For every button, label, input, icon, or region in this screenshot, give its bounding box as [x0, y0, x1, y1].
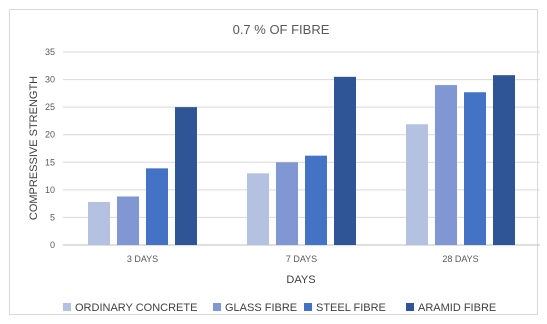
- bar-glass-fibre-3-days: [117, 196, 139, 245]
- y-tick-label: 25: [45, 102, 55, 112]
- y-tick-label: 35: [45, 47, 55, 57]
- legend: ORDINARY CONCRETE GLASS FIBRE STEEL FIBRE A…: [63, 302, 496, 314]
- y-axis-title: COMPRESSIVE STRENGTH: [28, 76, 40, 220]
- y-tick-label: 20: [45, 130, 55, 140]
- bar-glass-fibre-28-days: [435, 85, 457, 245]
- legend-swatch: [304, 303, 312, 311]
- legend-swatch: [406, 303, 414, 311]
- bar-steel-fibre-7-days: [305, 155, 327, 245]
- y-axis-ticks: 0 5 10 15 20 25 30 35: [45, 47, 55, 250]
- legend-label: GLASS FIBRE: [225, 302, 297, 314]
- y-tick-label: 0: [50, 240, 55, 250]
- x-tick-label: 3 DAYS: [127, 254, 158, 264]
- y-tick-label: 30: [45, 75, 55, 85]
- chart-title: 0.7 % OF FIBRE: [233, 22, 330, 37]
- y-tick-label: 10: [45, 185, 55, 195]
- x-tick-label: 7 DAYS: [286, 254, 317, 264]
- legend-label: ARAMID FIBRE: [418, 302, 496, 314]
- bar-steel-fibre-3-days: [146, 168, 168, 245]
- bar-aramid-fibre-3-days: [175, 107, 197, 246]
- legend-label: STEEL FIBRE: [316, 302, 386, 314]
- bar-ordinary-concrete-3-days: [88, 201, 110, 245]
- legend-swatch: [213, 303, 221, 311]
- y-tick-label: 5: [50, 212, 55, 222]
- legend-label: ORDINARY CONCRETE: [75, 302, 197, 314]
- bar-glass-fibre-7-days: [276, 162, 298, 245]
- bar-ordinary-concrete-28-days: [406, 124, 428, 245]
- bars: [88, 75, 515, 246]
- bar-steel-fibre-28-days: [464, 92, 486, 245]
- x-tick-label: 28 DAYS: [442, 254, 478, 264]
- bar-aramid-fibre-7-days: [334, 76, 356, 245]
- gridlines: [63, 51, 540, 246]
- x-axis-title: DAYS: [286, 274, 315, 286]
- legend-swatch: [63, 303, 71, 311]
- y-tick-label: 15: [45, 157, 55, 167]
- bar-aramid-fibre-28-days: [493, 75, 515, 245]
- bar-ordinary-concrete-7-days: [247, 173, 269, 245]
- x-axis-ticks: 3 DAYS 7 DAYS 28 DAYS: [127, 254, 479, 264]
